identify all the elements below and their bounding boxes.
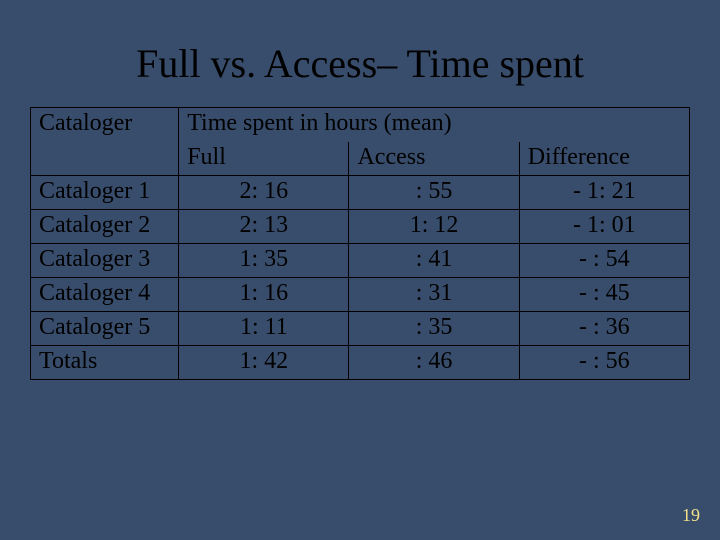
col-header-full: Full <box>179 142 349 176</box>
table-row: Cataloger 2 2: 13 1: 12 - 1: 01 <box>31 210 690 244</box>
cell-access: 1: 12 <box>349 210 519 244</box>
spanning-header: Time spent in hours (mean) <box>179 108 690 142</box>
col-header-difference: Difference <box>519 142 689 176</box>
row-label: Cataloger 3 <box>31 244 179 278</box>
table-row: Cataloger 5 1: 11 : 35 - : 36 <box>31 312 690 346</box>
cell-full: 1: 35 <box>179 244 349 278</box>
totals-row: Totals 1: 42 : 46 - : 56 <box>31 346 690 380</box>
row-label: Cataloger 5 <box>31 312 179 346</box>
cell-diff: - : 54 <box>519 244 689 278</box>
table-row: Cataloger 4 1: 16 : 31 - : 45 <box>31 278 690 312</box>
slide: Full vs. Access– Time spent Cataloger Ti… <box>0 0 720 540</box>
cell-full: 2: 16 <box>179 176 349 210</box>
row-label: Cataloger 1 <box>31 176 179 210</box>
cell-diff: - 1: 01 <box>519 210 689 244</box>
cell-access: : 31 <box>349 278 519 312</box>
cell-access: : 35 <box>349 312 519 346</box>
cell-full: 1: 11 <box>179 312 349 346</box>
page-number: 19 <box>682 505 700 526</box>
table-row: Cataloger 1 2: 16 : 55 - 1: 21 <box>31 176 690 210</box>
header-row-1: Cataloger Time spent in hours (mean) <box>31 108 690 142</box>
cell-diff: - 1: 21 <box>519 176 689 210</box>
cell-diff: - : 36 <box>519 312 689 346</box>
totals-label: Totals <box>31 346 179 380</box>
row-label: Cataloger 4 <box>31 278 179 312</box>
data-table: Cataloger Time spent in hours (mean) Ful… <box>30 107 690 380</box>
totals-full: 1: 42 <box>179 346 349 380</box>
slide-title: Full vs. Access– Time spent <box>0 0 720 107</box>
row-header-label: Cataloger <box>31 108 179 176</box>
cell-full: 1: 16 <box>179 278 349 312</box>
totals-diff: - : 56 <box>519 346 689 380</box>
table-row: Cataloger 3 1: 35 : 41 - : 54 <box>31 244 690 278</box>
cell-diff: - : 45 <box>519 278 689 312</box>
cell-access: : 55 <box>349 176 519 210</box>
totals-access: : 46 <box>349 346 519 380</box>
col-header-access: Access <box>349 142 519 176</box>
cell-access: : 41 <box>349 244 519 278</box>
row-label: Cataloger 2 <box>31 210 179 244</box>
cell-full: 2: 13 <box>179 210 349 244</box>
